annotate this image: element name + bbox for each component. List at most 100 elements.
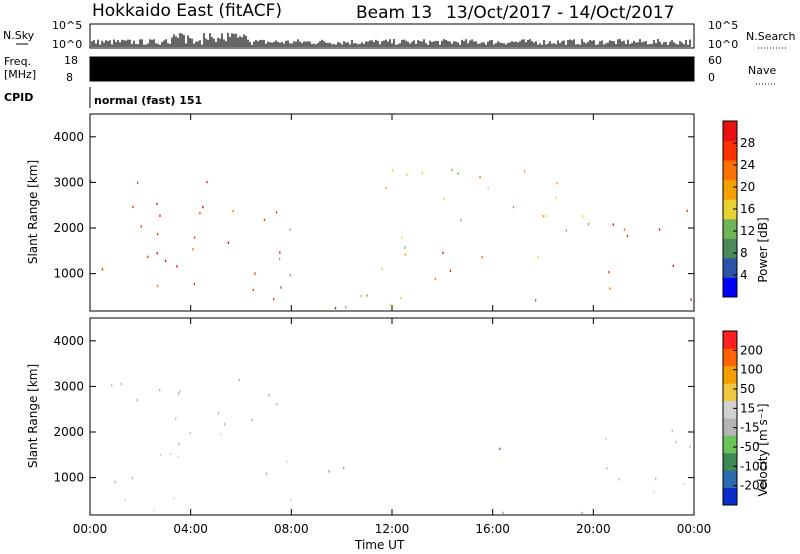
- range-gate-cell: [159, 388, 161, 392]
- range-gate-cell: [175, 417, 177, 420]
- range-gate-cell: [609, 287, 611, 290]
- range-gate-cell: [173, 497, 175, 500]
- range-gate-cell: [178, 442, 180, 446]
- x-tick-label: 08:00: [274, 522, 309, 536]
- y-tick-label: 1000: [53, 267, 84, 281]
- range-gate-cell: [289, 274, 291, 277]
- range-gate-cell: [286, 460, 288, 463]
- range-gate-cell: [401, 236, 403, 239]
- range-gate-cell: [140, 225, 142, 228]
- station-title: Hokkaido East (fitACF): [92, 1, 282, 21]
- time-tick-labels: 00:00 04:00 08:00 12:00 16:00 20:00 00:00: [73, 522, 712, 536]
- nsky-label: N.Sky: [3, 29, 35, 42]
- date-range: 13/Oct/2017 - 14/Oct/2017: [446, 3, 674, 23]
- range-gate-cell: [688, 430, 690, 433]
- colorbar-segment: [723, 179, 737, 200]
- range-gate-cell: [582, 215, 584, 218]
- range-gate-cell: [400, 296, 402, 300]
- range-gate-cell: [457, 172, 459, 175]
- range-gate-cell: [193, 236, 196, 239]
- range-gate-cell: [265, 472, 268, 475]
- range-gate-cell: [537, 256, 539, 259]
- colorbar-tick-label: -50: [740, 440, 760, 454]
- range-gate-cell: [268, 393, 270, 397]
- range-gate-cell: [254, 272, 256, 275]
- nsearch-tick-bottom: 10^0: [708, 38, 738, 51]
- colorbar-tick-label: -100: [740, 459, 767, 473]
- nave-tick-top: 60: [708, 54, 722, 67]
- cpid-label: CPID: [4, 91, 33, 104]
- velocity-colorbar: 200 100 50 15 -15 -50 -100 -200: [722, 330, 767, 506]
- range-gate-cell: [343, 466, 345, 470]
- range-gate-cell: [451, 168, 453, 172]
- range-gate-cell: [565, 229, 567, 232]
- range-gate-cell: [605, 437, 607, 440]
- range-gate-cell: [389, 303, 391, 306]
- colorbar-tick-label: 15: [740, 401, 755, 415]
- colorbar-tick-label: -200: [740, 479, 767, 493]
- range-gate-cell: [176, 265, 178, 268]
- range-gate-cell: [273, 298, 275, 301]
- range-gate-cell: [366, 294, 368, 297]
- nsky-trace: [91, 32, 691, 47]
- range-gate-cell: [131, 476, 133, 480]
- colorbar-segment: [723, 348, 737, 367]
- range-gate-cell: [156, 202, 158, 205]
- colorbar-segment: [723, 257, 737, 278]
- colorbar-tick-label: 4: [740, 268, 748, 282]
- range-gate-cell: [421, 172, 424, 175]
- range-gate-cell: [606, 467, 608, 470]
- colorbar-segment: [723, 238, 737, 259]
- colorbar-segment: [723, 277, 737, 298]
- range-gate-cell: [252, 288, 254, 292]
- range-gate-cell: [223, 423, 226, 426]
- range-gate-cell: [279, 257, 281, 261]
- range-gate-cell: [156, 284, 159, 288]
- range-gate-cell: [626, 234, 628, 238]
- colorbar-segment: [723, 331, 737, 349]
- range-gate-cell: [381, 267, 383, 270]
- range-gate-cell: [512, 205, 515, 209]
- x-tick-label: 04:00: [173, 522, 208, 536]
- range-gate-cell: [328, 470, 330, 473]
- range-gate-cell: [345, 306, 347, 309]
- range-gate-cell: [460, 219, 462, 222]
- range-gate-cell: [535, 299, 537, 302]
- colorbar-segment: [723, 487, 737, 506]
- range-gate-cell: [689, 445, 691, 448]
- colorbar-segment: [723, 140, 737, 161]
- power-heatmap: [90, 168, 692, 310]
- x-tick-label: 20:00: [576, 522, 611, 536]
- range-gate-cell: [487, 187, 489, 190]
- range-gate-cell: [434, 277, 437, 281]
- range-gate-cell: [675, 441, 677, 444]
- range-gate-cell: [290, 499, 292, 502]
- range-gate-cell: [137, 181, 139, 184]
- nsearch-tick-top: 10^5: [708, 19, 738, 32]
- power-colorbar: 28 24 20 16 12 8 4: [722, 120, 755, 298]
- colorbar-segment: [723, 365, 737, 384]
- range-gate-cell: [192, 247, 194, 251]
- y-tick-label: 4000: [53, 130, 84, 144]
- range-gate-cell: [147, 255, 149, 259]
- range-gate-cell: [206, 180, 208, 184]
- range-gate-cell: [672, 264, 674, 267]
- range-gate-cell: [555, 196, 557, 199]
- x-tick-label: 16:00: [475, 522, 510, 536]
- x-tick-label: 12:00: [375, 522, 410, 536]
- time-axis-label: Time UT: [354, 538, 405, 552]
- colorbar-segment: [723, 418, 737, 436]
- nave-label: Nave: [748, 64, 776, 77]
- range-gate-cell: [157, 232, 159, 236]
- range-gate-cell: [690, 298, 692, 301]
- cpid-value: normal (fast) 151: [94, 94, 202, 107]
- y-tick-label: 2000: [53, 221, 84, 235]
- range-gate-cell: [406, 173, 408, 176]
- velocity-heatmap: [111, 378, 691, 515]
- colorbar-tick-label: 200: [740, 343, 763, 357]
- range-gate-cell: [612, 223, 614, 226]
- range-gate-cell: [545, 214, 547, 218]
- colorbar-segment: [723, 383, 737, 402]
- range-gate-cell: [481, 255, 483, 259]
- power-axis-ticks: 1000 2000 3000 4000: [53, 114, 695, 311]
